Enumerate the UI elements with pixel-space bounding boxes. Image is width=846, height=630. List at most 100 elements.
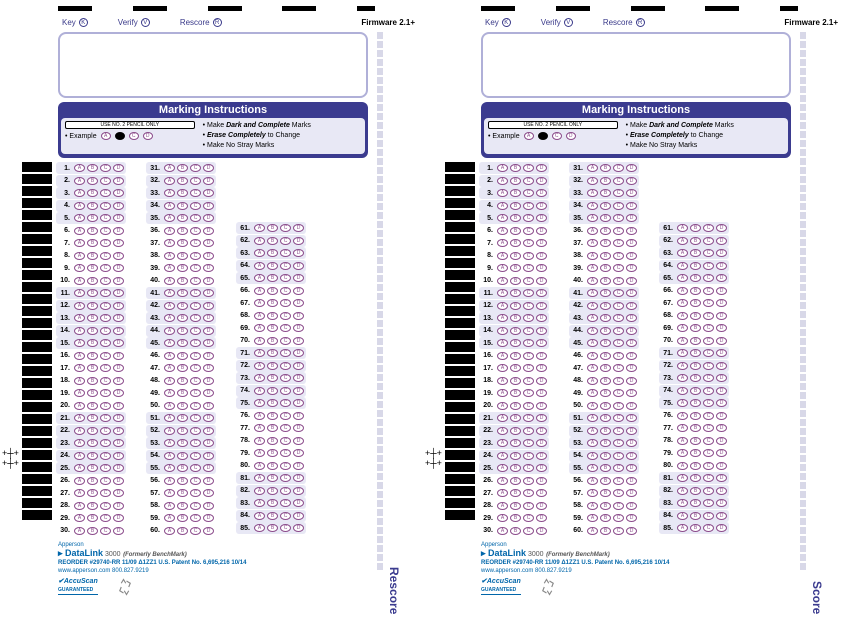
answer-bubble-19-C[interactable]: C: [100, 389, 111, 397]
answer-bubble-74-B[interactable]: B: [690, 387, 701, 395]
answer-bubble-85-D[interactable]: D: [716, 524, 727, 532]
answer-bubble-42-B[interactable]: B: [600, 302, 611, 310]
answer-bubble-21-B[interactable]: B: [510, 414, 521, 422]
answer-bubble-25-A[interactable]: A: [497, 464, 508, 472]
answer-bubble-3-A[interactable]: A: [497, 189, 508, 197]
answer-bubble-11-B[interactable]: B: [510, 289, 521, 297]
answer-bubble-56-D[interactable]: D: [203, 477, 214, 485]
answer-bubble-50-B[interactable]: B: [600, 402, 611, 410]
answer-bubble-77-D[interactable]: D: [293, 424, 304, 432]
answer-bubble-73-C[interactable]: C: [703, 374, 714, 382]
answer-bubble-57-D[interactable]: D: [203, 489, 214, 497]
answer-bubble-64-D[interactable]: D: [293, 262, 304, 270]
answer-bubble-65-B[interactable]: B: [267, 274, 278, 282]
answer-bubble-65-C[interactable]: C: [703, 274, 714, 282]
answer-bubble-1-B[interactable]: B: [87, 164, 98, 172]
answer-bubble-80-B[interactable]: B: [267, 462, 278, 470]
answer-bubble-27-B[interactable]: B: [87, 489, 98, 497]
answer-bubble-79-D[interactable]: D: [716, 449, 727, 457]
answer-bubble-3-A[interactable]: A: [74, 189, 85, 197]
answer-bubble-73-D[interactable]: D: [716, 374, 727, 382]
answer-bubble-35-A[interactable]: A: [164, 214, 175, 222]
answer-bubble-38-C[interactable]: C: [190, 252, 201, 260]
answer-bubble-7-A[interactable]: A: [497, 239, 508, 247]
answer-bubble-81-C[interactable]: C: [703, 474, 714, 482]
answer-bubble-66-B[interactable]: B: [690, 287, 701, 295]
answer-bubble-36-C[interactable]: C: [613, 227, 624, 235]
answer-bubble-58-B[interactable]: B: [600, 502, 611, 510]
answer-bubble-10-A[interactable]: A: [74, 277, 85, 285]
answer-bubble-54-A[interactable]: A: [587, 452, 598, 460]
answer-bubble-28-B[interactable]: B: [510, 502, 521, 510]
answer-bubble-46-A[interactable]: A: [164, 352, 175, 360]
answer-bubble-67-C[interactable]: C: [703, 299, 714, 307]
answer-bubble-26-D[interactable]: D: [536, 477, 547, 485]
answer-bubble-35-C[interactable]: C: [190, 214, 201, 222]
answer-bubble-23-A[interactable]: A: [497, 439, 508, 447]
answer-bubble-65-C[interactable]: C: [280, 274, 291, 282]
answer-bubble-85-C[interactable]: C: [280, 524, 291, 532]
answer-bubble-23-C[interactable]: C: [523, 439, 534, 447]
answer-bubble-39-C[interactable]: C: [613, 264, 624, 272]
answer-bubble-33-C[interactable]: C: [613, 189, 624, 197]
answer-bubble-41-D[interactable]: D: [626, 289, 637, 297]
answer-bubble-77-C[interactable]: C: [280, 424, 291, 432]
answer-bubble-27-C[interactable]: C: [100, 489, 111, 497]
answer-bubble-42-A[interactable]: A: [587, 302, 598, 310]
answer-bubble-56-A[interactable]: A: [587, 477, 598, 485]
answer-bubble-34-A[interactable]: A: [164, 202, 175, 210]
answer-bubble-3-C[interactable]: C: [523, 189, 534, 197]
answer-bubble-71-D[interactable]: D: [716, 349, 727, 357]
answer-bubble-72-B[interactable]: B: [267, 362, 278, 370]
answer-bubble-75-A[interactable]: A: [254, 399, 265, 407]
answer-bubble-27-D[interactable]: D: [536, 489, 547, 497]
answer-bubble-32-B[interactable]: B: [600, 177, 611, 185]
answer-bubble-81-C[interactable]: C: [280, 474, 291, 482]
answer-bubble-82-D[interactable]: D: [293, 487, 304, 495]
answer-bubble-70-A[interactable]: A: [254, 337, 265, 345]
answer-bubble-76-D[interactable]: D: [716, 412, 727, 420]
answer-bubble-78-C[interactable]: C: [703, 437, 714, 445]
answer-bubble-57-A[interactable]: A: [587, 489, 598, 497]
answer-bubble-72-C[interactable]: C: [280, 362, 291, 370]
answer-bubble-46-D[interactable]: D: [626, 352, 637, 360]
answer-bubble-40-A[interactable]: A: [587, 277, 598, 285]
answer-bubble-48-A[interactable]: A: [587, 377, 598, 385]
answer-bubble-80-A[interactable]: A: [677, 462, 688, 470]
answer-bubble-48-B[interactable]: B: [600, 377, 611, 385]
answer-bubble-52-B[interactable]: B: [600, 427, 611, 435]
answer-bubble-6-B[interactable]: B: [510, 227, 521, 235]
answer-bubble-69-C[interactable]: C: [703, 324, 714, 332]
answer-bubble-15-A[interactable]: A: [497, 339, 508, 347]
answer-bubble-22-C[interactable]: C: [523, 427, 534, 435]
answer-bubble-59-D[interactable]: D: [626, 514, 637, 522]
answer-bubble-58-D[interactable]: D: [203, 502, 214, 510]
answer-bubble-83-C[interactable]: C: [280, 499, 291, 507]
answer-bubble-22-A[interactable]: A: [497, 427, 508, 435]
answer-bubble-18-D[interactable]: D: [536, 377, 547, 385]
answer-bubble-5-A[interactable]: A: [74, 214, 85, 222]
answer-bubble-36-B[interactable]: B: [177, 227, 188, 235]
answer-bubble-66-C[interactable]: C: [280, 287, 291, 295]
answer-bubble-83-A[interactable]: A: [254, 499, 265, 507]
answer-bubble-66-D[interactable]: D: [293, 287, 304, 295]
answer-bubble-10-D[interactable]: D: [536, 277, 547, 285]
answer-bubble-4-A[interactable]: A: [497, 202, 508, 210]
answer-bubble-9-C[interactable]: C: [100, 264, 111, 272]
answer-bubble-51-A[interactable]: A: [164, 414, 175, 422]
answer-bubble-24-D[interactable]: D: [536, 452, 547, 460]
answer-bubble-7-D[interactable]: D: [113, 239, 124, 247]
answer-bubble-37-C[interactable]: C: [190, 239, 201, 247]
answer-bubble-5-C[interactable]: C: [523, 214, 534, 222]
answer-bubble-36-D[interactable]: D: [626, 227, 637, 235]
answer-bubble-4-A[interactable]: A: [74, 202, 85, 210]
answer-bubble-37-B[interactable]: B: [177, 239, 188, 247]
answer-bubble-17-C[interactable]: C: [523, 364, 534, 372]
answer-bubble-48-A[interactable]: A: [164, 377, 175, 385]
answer-bubble-37-A[interactable]: A: [587, 239, 598, 247]
answer-bubble-20-C[interactable]: C: [100, 402, 111, 410]
answer-bubble-77-D[interactable]: D: [716, 424, 727, 432]
answer-bubble-30-C[interactable]: C: [100, 527, 111, 535]
answer-bubble-85-A[interactable]: A: [254, 524, 265, 532]
answer-bubble-26-B[interactable]: B: [87, 477, 98, 485]
